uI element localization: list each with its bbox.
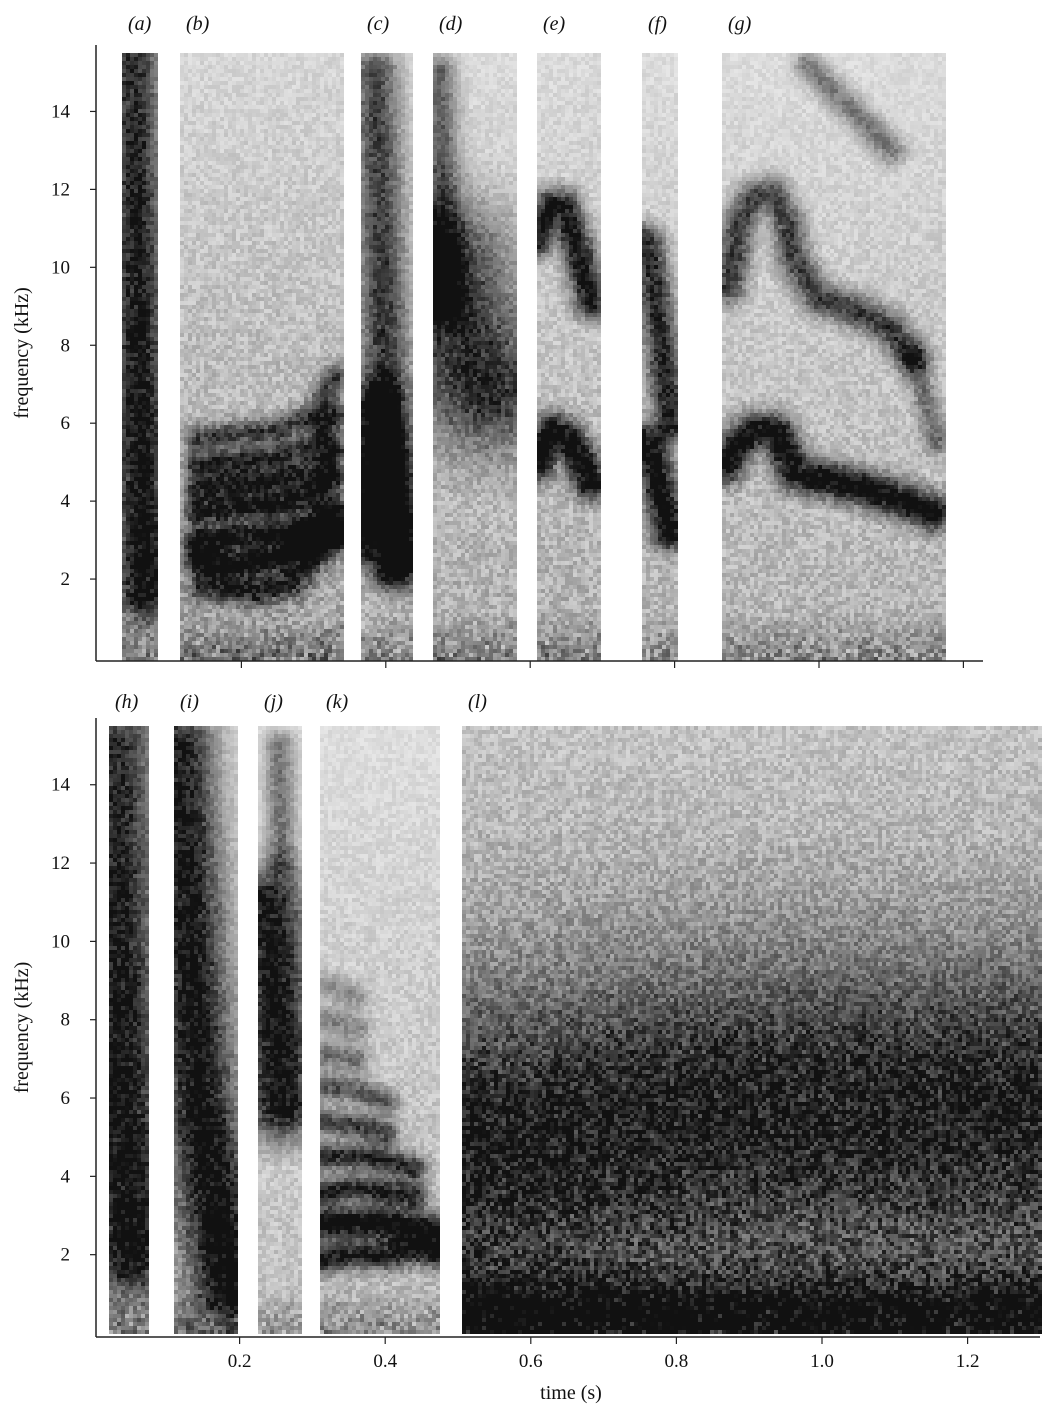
- y-axis-title: frequency (kHz): [11, 962, 33, 1094]
- y-tick-label: 4: [61, 1166, 71, 1187]
- segment-j: [258, 726, 302, 1334]
- segment-cells: [722, 53, 946, 661]
- spectrogram-panel-top: (a) (b) (c) (d) (e) (f) (g) 2 4 6 8 10 12 14 frequency…: [11, 13, 983, 668]
- segment-i: [174, 726, 238, 1334]
- x-tick-label: 0.2: [228, 1351, 252, 1372]
- segment-g: [722, 53, 946, 661]
- y-tick-label: 8: [61, 335, 71, 356]
- x-tick-label: 1.0: [810, 1351, 834, 1372]
- segment-d: [433, 53, 517, 661]
- segment-label: (b): [186, 13, 210, 35]
- x-tick-label: 0.6: [519, 1351, 543, 1372]
- segment-label: (j): [264, 691, 283, 713]
- segment-cells: [180, 53, 344, 661]
- y-tick-label: 2: [61, 1245, 71, 1266]
- y-tick-label: 6: [61, 413, 71, 434]
- segment-cells: [361, 53, 413, 661]
- y-tick-label: 2: [61, 569, 71, 590]
- segment-a: [122, 53, 158, 661]
- segment-cells: [642, 53, 678, 661]
- segment-cells: [462, 726, 1042, 1334]
- segment-label: (i): [180, 691, 199, 713]
- segment-label: (l): [468, 691, 487, 713]
- segment-b: [180, 53, 344, 661]
- segment-label: (g): [728, 13, 752, 35]
- segment-cells: [537, 53, 601, 661]
- segment-cells: [109, 726, 149, 1334]
- segment-cells: [320, 726, 440, 1334]
- y-axis-title: frequency (kHz): [11, 287, 33, 419]
- segment-h: [109, 726, 149, 1334]
- segment-label: (a): [128, 13, 152, 35]
- segment-label: (c): [367, 13, 390, 35]
- spectrogram-panel-bottom: (h) (i) (j) (k) (l) 2 4 6 8 10 12 14 0.2 0.4 0.6 0.8 1.0…: [11, 691, 1042, 1404]
- x-axis-title: time (s): [540, 1382, 602, 1404]
- segment-label: (h): [115, 691, 139, 713]
- y-tick-label: 12: [51, 853, 70, 874]
- y-tick-label: 8: [61, 1010, 71, 1031]
- segment-k: [320, 726, 440, 1334]
- y-tick-label: 10: [51, 931, 70, 952]
- y-tick-label: 4: [61, 491, 71, 512]
- segment-c: [361, 53, 413, 661]
- segment-cells: [122, 53, 158, 661]
- segment-label: (e): [543, 13, 566, 35]
- segment-cells: [258, 726, 302, 1334]
- x-tick-label: 0.4: [373, 1351, 397, 1372]
- x-tick-label: 0.8: [665, 1351, 689, 1372]
- segment-cells: [433, 53, 517, 661]
- segment-f: [642, 53, 678, 661]
- y-tick-label: 6: [61, 1088, 71, 1109]
- segment-e: [537, 53, 601, 661]
- y-tick-label: 12: [51, 179, 70, 200]
- y-tick-label: 14: [51, 775, 71, 796]
- y-tick-label: 10: [51, 257, 70, 278]
- segment-label: (k): [326, 691, 349, 713]
- y-tick-label: 14: [51, 101, 71, 122]
- segment-label: (f): [648, 13, 667, 35]
- segment-l: [462, 726, 1042, 1334]
- x-tick-label: 1.2: [956, 1351, 980, 1372]
- segment-cells: [174, 726, 238, 1334]
- segment-label: (d): [439, 13, 463, 35]
